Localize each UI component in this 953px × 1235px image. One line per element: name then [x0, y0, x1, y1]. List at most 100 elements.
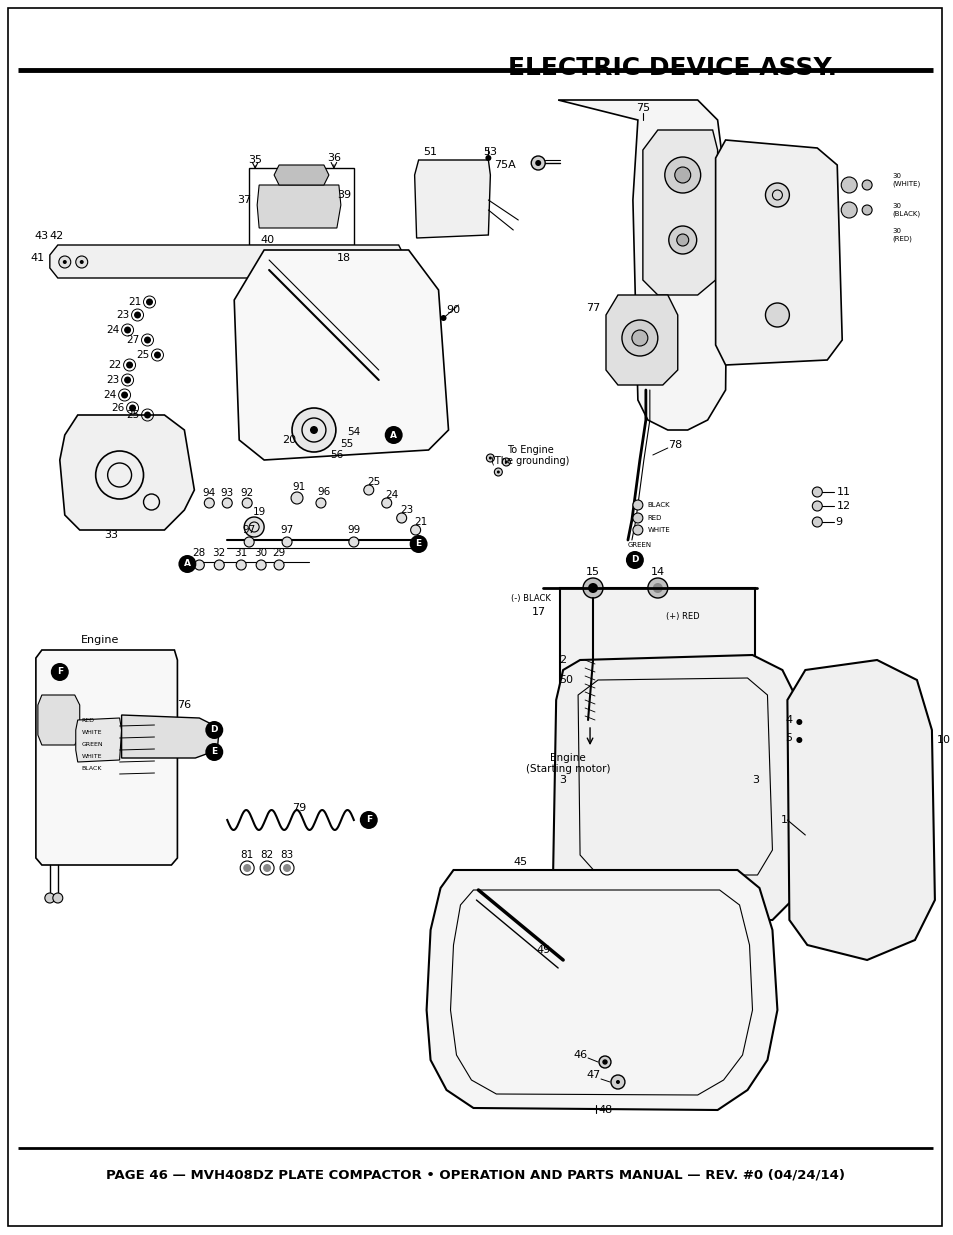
Text: 33: 33 [105, 530, 118, 540]
Text: 99: 99 [347, 525, 360, 535]
Text: 30
(RED): 30 (RED) [891, 228, 911, 242]
Circle shape [796, 737, 801, 743]
Text: 11: 11 [837, 487, 850, 496]
Circle shape [764, 183, 788, 207]
Text: 21: 21 [128, 296, 141, 308]
Circle shape [283, 864, 291, 872]
Text: 50: 50 [558, 676, 573, 685]
Circle shape [144, 411, 151, 419]
Text: 94: 94 [202, 488, 215, 498]
Circle shape [291, 492, 303, 504]
Circle shape [531, 156, 544, 170]
Circle shape [274, 559, 284, 571]
Polygon shape [121, 715, 219, 758]
Text: 91: 91 [292, 482, 305, 492]
Text: 43: 43 [34, 231, 49, 241]
Circle shape [124, 326, 131, 333]
Text: 29: 29 [273, 548, 285, 558]
Text: (+) RED: (+) RED [665, 613, 699, 621]
Circle shape [51, 663, 69, 680]
Circle shape [582, 578, 602, 598]
Circle shape [440, 315, 446, 321]
Text: 83: 83 [280, 850, 294, 860]
Text: 24: 24 [106, 325, 119, 335]
Text: (Starting motor): (Starting motor) [525, 764, 610, 774]
Circle shape [282, 537, 292, 547]
Text: GREEN: GREEN [82, 741, 103, 746]
Circle shape [214, 559, 224, 571]
Circle shape [59, 256, 71, 268]
Text: 81: 81 [240, 850, 253, 860]
Text: ELECTRIC DEVICE ASSY.: ELECTRIC DEVICE ASSY. [507, 56, 836, 80]
Circle shape [502, 458, 510, 466]
Text: 41: 41 [30, 253, 45, 263]
Polygon shape [786, 659, 934, 960]
Circle shape [409, 535, 427, 553]
Circle shape [384, 426, 402, 445]
Text: 20: 20 [282, 435, 295, 445]
Circle shape [676, 233, 688, 246]
Circle shape [862, 205, 871, 215]
Text: E: E [211, 747, 217, 757]
Circle shape [647, 578, 667, 598]
Circle shape [664, 157, 700, 193]
Circle shape [244, 537, 253, 547]
Circle shape [292, 408, 335, 452]
Text: 31: 31 [234, 548, 248, 558]
Text: 23: 23 [399, 505, 413, 515]
Circle shape [204, 498, 214, 508]
Circle shape [236, 559, 246, 571]
Text: 30
(WHITE): 30 (WHITE) [891, 173, 920, 186]
Circle shape [153, 352, 161, 358]
Text: 23: 23 [116, 310, 129, 320]
Text: 15: 15 [585, 567, 599, 577]
Text: (-) BLACK: (-) BLACK [511, 594, 551, 603]
Polygon shape [234, 249, 448, 459]
Circle shape [632, 513, 642, 522]
Polygon shape [75, 718, 121, 762]
Text: WHITE: WHITE [82, 730, 102, 735]
Circle shape [244, 517, 264, 537]
Circle shape [486, 454, 494, 462]
Circle shape [396, 513, 406, 522]
Text: 53: 53 [483, 147, 497, 157]
Text: 26: 26 [111, 403, 124, 412]
Text: 18: 18 [336, 253, 351, 263]
Text: 75: 75 [635, 103, 649, 112]
Circle shape [616, 1079, 619, 1084]
Text: 17: 17 [532, 606, 546, 618]
Text: 25: 25 [367, 477, 380, 487]
Circle shape [410, 525, 420, 535]
Text: 19: 19 [253, 508, 266, 517]
Circle shape [504, 461, 507, 463]
Circle shape [205, 743, 223, 761]
Circle shape [242, 498, 252, 508]
Polygon shape [558, 100, 727, 430]
Text: 45: 45 [513, 857, 527, 867]
Text: RED: RED [647, 515, 661, 521]
Text: 97: 97 [280, 525, 294, 535]
Circle shape [587, 583, 598, 593]
Circle shape [129, 405, 136, 411]
Text: 32: 32 [213, 548, 226, 558]
Text: 1: 1 [780, 815, 786, 825]
Text: WHITE: WHITE [82, 753, 102, 758]
Circle shape [134, 311, 141, 319]
Text: 82: 82 [260, 850, 274, 860]
Circle shape [668, 226, 696, 254]
Text: 39: 39 [336, 190, 351, 200]
Circle shape [75, 256, 88, 268]
Circle shape [598, 1056, 610, 1068]
Text: BLACK: BLACK [647, 501, 670, 508]
Text: 93: 93 [220, 488, 233, 498]
Text: 76: 76 [177, 700, 192, 710]
Circle shape [488, 457, 492, 459]
Circle shape [811, 487, 821, 496]
Circle shape [841, 203, 856, 219]
Circle shape [535, 161, 540, 165]
Circle shape [632, 500, 642, 510]
Circle shape [497, 471, 499, 473]
Circle shape [45, 893, 54, 903]
Circle shape [674, 167, 690, 183]
Polygon shape [426, 869, 777, 1110]
